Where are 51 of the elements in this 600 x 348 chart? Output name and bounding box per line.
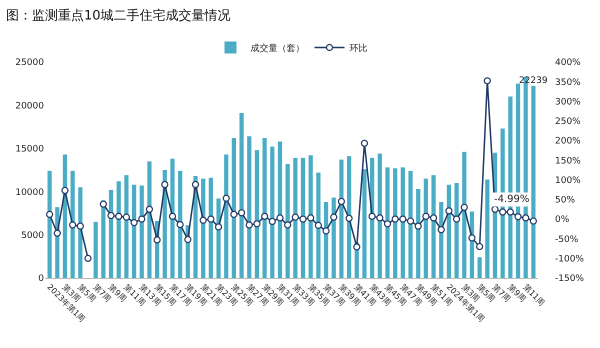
bar: [239, 112, 244, 278]
y-tick-label: 10000: [15, 188, 44, 198]
bar: [531, 86, 536, 278]
y2-tick-label: 50%: [555, 196, 576, 206]
y-tick-label: 20000: [15, 101, 44, 112]
data-label: -4.99%: [494, 194, 530, 205]
bar: [178, 170, 182, 278]
y-tick-label: 15000: [15, 144, 44, 155]
bar: [362, 169, 367, 278]
y2-tick-label: -150%: [555, 274, 584, 284]
bar: [270, 146, 274, 278]
bar: [478, 257, 482, 278]
y2-tick-label: 250%: [555, 117, 582, 128]
legend-label: 环比: [350, 43, 368, 54]
bar: [286, 164, 290, 278]
y2-tick-label: 350%: [555, 78, 582, 88]
bar: [332, 198, 336, 278]
bar: [485, 180, 490, 278]
bar: [439, 202, 444, 278]
bar: [278, 141, 282, 278]
bar: [247, 136, 252, 278]
bar: [400, 167, 405, 278]
bar: [308, 155, 313, 278]
bar: [94, 222, 98, 278]
y2-tick-label: -50%: [555, 234, 579, 245]
bar: [262, 138, 267, 278]
y-tick-label: 5000: [21, 230, 44, 241]
y2-tick-label: -100%: [555, 254, 584, 265]
bar: [293, 158, 298, 278]
bar: [232, 138, 236, 278]
bar: [416, 189, 420, 278]
bar: [201, 178, 206, 278]
y2-tick-label: 150%: [555, 156, 582, 166]
legend-label: 成交量（套）: [250, 43, 304, 54]
y2-tick-label: 0%: [555, 215, 570, 226]
bar: [70, 170, 75, 278]
chart-title: 图：监测重点10城二手住宅成交量情况: [6, 8, 231, 24]
y2-tick-label: 200%: [555, 136, 582, 147]
bar: [224, 154, 228, 278]
y-tick-label: 0: [38, 274, 44, 284]
y2-tick-label: 300%: [555, 97, 582, 108]
y2-tick-label: 400%: [555, 58, 582, 68]
bar: [78, 187, 82, 278]
y-tick-label: 25000: [15, 58, 44, 68]
bar: [378, 154, 382, 278]
y2-tick-label: 100%: [555, 176, 582, 186]
bar: [116, 181, 121, 278]
bar: [393, 168, 398, 278]
bar: [140, 186, 144, 278]
bar: [462, 152, 466, 278]
bar: [254, 150, 260, 278]
